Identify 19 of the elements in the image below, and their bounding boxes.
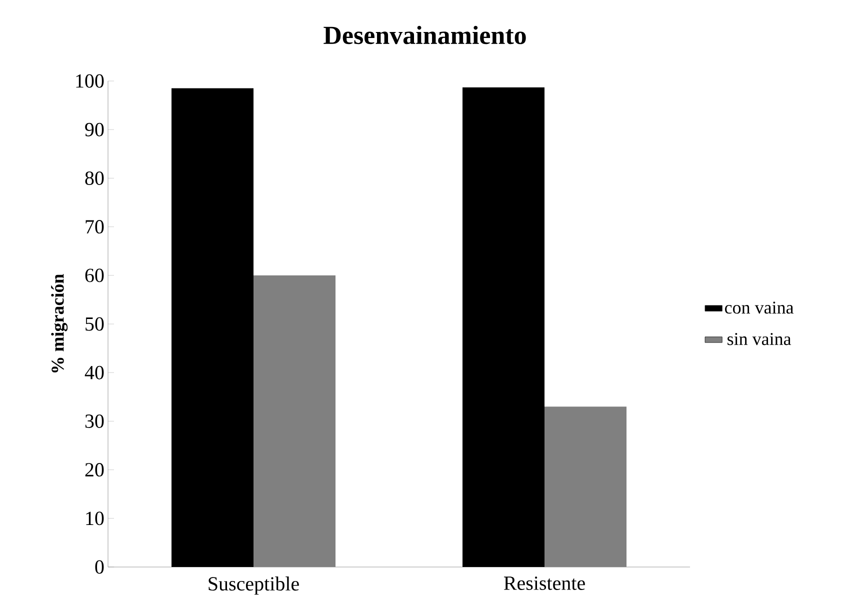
y-tick-label: 100 bbox=[76, 74, 104, 88]
y-tick-label: 70 bbox=[86, 220, 104, 234]
bar bbox=[462, 87, 545, 568]
x-tick-label: Susceptible bbox=[208, 576, 299, 595]
y-axis-title: % migración bbox=[51, 274, 68, 372]
bar bbox=[172, 88, 254, 568]
legend-label: sin vaina bbox=[728, 333, 792, 346]
x-tick-label: Resistente bbox=[504, 576, 585, 590]
y-tick-label: 80 bbox=[85, 171, 104, 185]
y-tick-label: 40 bbox=[84, 366, 104, 380]
y-tick-label: 20 bbox=[85, 463, 104, 477]
y-tick-label: 10 bbox=[86, 512, 104, 526]
y-tick-label: 50 bbox=[86, 317, 104, 331]
y-tick-label: 60 bbox=[85, 268, 104, 282]
y-tick-label: 0 bbox=[95, 560, 104, 574]
chart-title: Desenvainamiento bbox=[324, 26, 526, 44]
legend-label: con vaina bbox=[725, 302, 794, 314]
y-tick-label: 30 bbox=[85, 414, 104, 428]
y-tick-label: 90 bbox=[85, 122, 104, 136]
